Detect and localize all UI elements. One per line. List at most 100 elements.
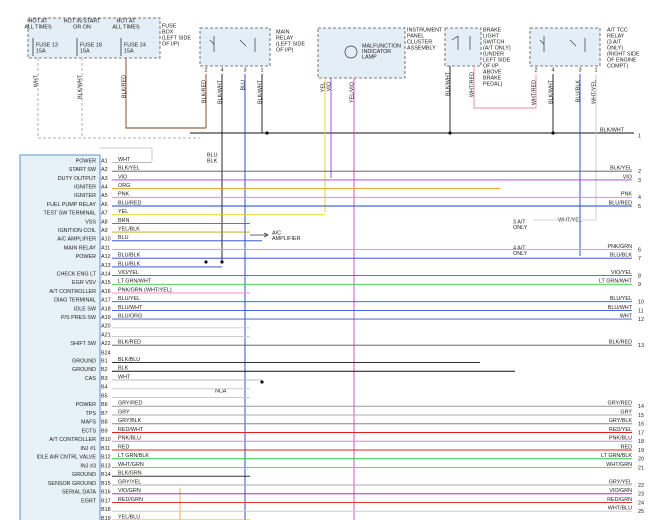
wire-label: WHT/GRN: [118, 462, 144, 468]
pin-label: B16: [101, 490, 111, 496]
right-wire-label: RED/GRN: [607, 497, 632, 503]
right-wire-label: VIO: [623, 174, 632, 180]
pin-label: B12: [101, 455, 111, 461]
wire-label: GRY/RED: [118, 401, 143, 407]
function-label: IGNITION COIL: [58, 228, 96, 234]
arrow: [250, 232, 269, 238]
tcc-relay-box: [529, 27, 601, 67]
cluster-label: INSTRUMENT: [407, 27, 443, 33]
right-num: 20: [638, 457, 644, 463]
connector-b: B24: [101, 350, 111, 356]
wire-label: BRN: [118, 218, 129, 224]
hot-label: HOT IN START: [64, 18, 102, 24]
fuse-box-label: BOX: [162, 29, 174, 35]
pin-label: A2: [101, 167, 108, 173]
brake-switch-box: [444, 27, 482, 67]
note: ONLY: [513, 225, 528, 231]
right-num: 15: [638, 413, 644, 419]
wire-label: BLK/YEL: [118, 166, 140, 172]
wire-label: YEL: [118, 209, 128, 215]
pin-label: B18: [101, 507, 111, 513]
wire-label: WHT/YEL: [591, 80, 597, 104]
wire-label: BLK/WHT: [257, 79, 263, 104]
ecm-box: [19, 154, 101, 520]
wire-label: BLK/RED: [201, 80, 207, 103]
pin-label: A11: [101, 245, 110, 251]
pin-label: 1: [261, 67, 264, 73]
function-label: DUTY OUTPUT: [58, 176, 97, 182]
pin-label: B8: [101, 420, 108, 426]
wire-label: VIO/YEL: [118, 270, 139, 276]
wire-label: BLU/ORG: [118, 314, 142, 320]
relay-label: RELAY: [276, 35, 294, 41]
pin-label: B1: [101, 358, 108, 364]
tcc-label: RELAY: [607, 33, 625, 39]
junction: [204, 260, 208, 264]
wire-label: RED/GRN: [118, 497, 143, 503]
wire-label: BLU/BLK: [118, 261, 141, 267]
pin-label: 2: [205, 67, 208, 73]
pin-label: B14: [101, 472, 111, 478]
bus-num: 1: [638, 133, 641, 139]
function-label: IDLE SW: [74, 306, 97, 312]
pin-label: A21: [101, 332, 111, 338]
wire-label: PNK/GRN (WHT/YEL): [118, 287, 172, 293]
brake-switch-label: (UNDER: [483, 51, 504, 57]
brake-switch-label: PEDAL): [483, 81, 503, 87]
switch-symbol: [451, 35, 471, 50]
function-label: CHECK ENG LT: [57, 272, 97, 278]
pin-label: B15: [101, 481, 111, 487]
pin-label: A15: [101, 280, 111, 286]
right-num: 21: [638, 465, 644, 471]
relay-label: OF I/P): [276, 47, 294, 53]
right-num: 9: [638, 282, 641, 288]
right-wire-label: BLU/RED: [609, 200, 632, 206]
wire-label: YEL: [320, 82, 326, 92]
relay-symbol: [209, 36, 256, 52]
cluster-label: PANEL: [407, 33, 424, 39]
right-num: 16: [638, 422, 644, 428]
wire-label: RED/WHT: [118, 427, 144, 433]
right-num: 25: [638, 509, 644, 515]
fuse-name: FUSE 18: [80, 42, 102, 48]
right-num: 24: [638, 500, 644, 506]
brake-switch-label: BRAKE: [483, 75, 502, 81]
function-label: A/T CONTROLLER: [49, 289, 96, 295]
tcc-label: ONLY): [607, 45, 623, 51]
pin-label: B17: [101, 498, 111, 504]
right-num: 10: [638, 300, 644, 306]
pin-label: A10: [101, 237, 111, 243]
lamp-symbol: [344, 45, 358, 59]
cluster-label: ASSEMBLY: [407, 45, 436, 51]
function-label: P/S PRES SW: [61, 315, 97, 321]
pin-label: A19: [101, 315, 111, 321]
hot-label: ALL TIMES: [112, 24, 140, 30]
right-num: 2: [638, 169, 641, 175]
pin-label: B11: [101, 446, 110, 452]
wire-label: LT GRN/WHT: [118, 279, 152, 285]
function-label: MAFS: [81, 420, 96, 426]
lamp-label: LAMP: [362, 54, 377, 60]
pin-label: 1: [595, 67, 598, 73]
right-num: 3: [638, 178, 641, 184]
right-num: 13: [638, 343, 644, 349]
right-num: 5: [638, 204, 641, 210]
wire-label: BLK/WHT: [77, 74, 83, 99]
function-label: SERIAL DATA: [62, 490, 96, 496]
function-label: A/T CONTROLLER: [49, 437, 96, 443]
pin-label: B6: [101, 402, 108, 408]
pin-label: B5: [101, 393, 108, 399]
tcc-label: COMPT): [607, 63, 628, 69]
pin-label: 3: [579, 67, 582, 73]
wire-label: WHT/RED: [469, 72, 475, 97]
function-label: IGNITER: [74, 193, 96, 199]
hot-label: OR ON: [73, 24, 91, 30]
right-wire-label: BLU/YEL: [610, 296, 632, 302]
junction: [260, 380, 264, 384]
right-num: 11: [638, 308, 644, 314]
fuse-name: FUSE 24: [124, 42, 146, 48]
fuse-rating: 15A: [36, 48, 46, 54]
pin-label: A16: [101, 289, 111, 295]
wire: [37, 58, 83, 138]
